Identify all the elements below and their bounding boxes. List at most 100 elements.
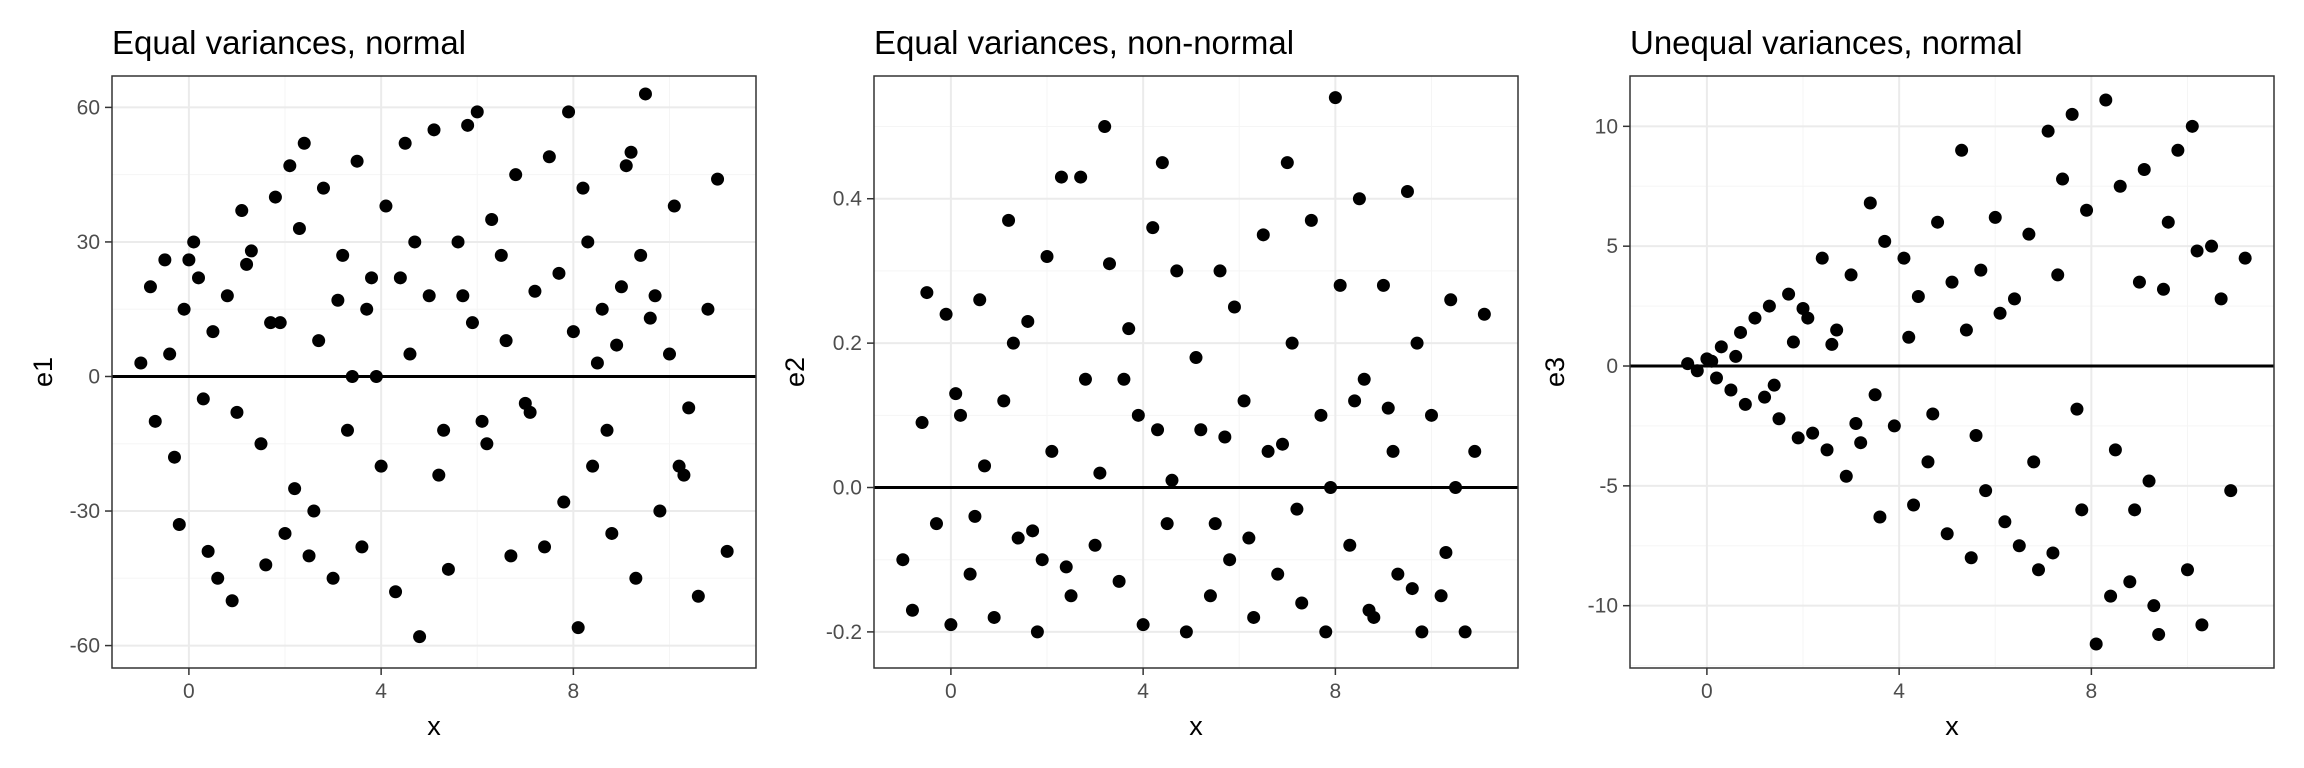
data-point [643, 311, 657, 325]
x-tick-label: 4 [1893, 680, 1905, 703]
data-point [1710, 371, 1724, 385]
data-point [1940, 527, 1954, 541]
data-point [1170, 264, 1184, 278]
data-point [230, 405, 244, 419]
data-point [1295, 596, 1309, 610]
y-axis-title: e3 [1540, 357, 1570, 387]
data-point [1102, 257, 1116, 271]
data-point [379, 199, 393, 213]
panel-1: 0 4 8 -60 -30 0 30 60 Equal variances, normal x e1 [28, 24, 757, 741]
data-point [2104, 589, 2118, 603]
data-point [1030, 625, 1044, 639]
data-point [1160, 517, 1174, 531]
data-point [1806, 426, 1820, 440]
data-point [973, 293, 987, 307]
data-point [1165, 473, 1179, 487]
data-point [1276, 437, 1290, 451]
data-point [427, 123, 441, 137]
data-point [336, 248, 350, 262]
data-point [1040, 249, 1054, 263]
data-point [1887, 419, 1901, 433]
data-point [1998, 515, 2012, 529]
x-axis-title: x [1189, 711, 1203, 741]
data-point [614, 280, 628, 294]
data-point [896, 553, 910, 567]
data-point [1974, 263, 1988, 277]
data-point [1449, 481, 1463, 495]
data-point [475, 414, 489, 428]
data-point [1477, 307, 1491, 321]
data-point [1959, 323, 1973, 337]
y-tick-label: 0.2 [833, 332, 862, 355]
y-tick-label: 0.4 [833, 188, 863, 211]
y-tick-label: -30 [70, 500, 100, 523]
data-point [259, 558, 273, 572]
data-point [374, 459, 388, 473]
y-tick-label: -0.2 [826, 621, 862, 644]
data-point [470, 105, 484, 119]
data-point [1045, 444, 1059, 458]
data-point [1136, 618, 1150, 632]
data-point [413, 630, 427, 644]
data-point [451, 235, 465, 249]
data-point [1791, 431, 1805, 445]
data-point [393, 271, 407, 285]
data-point [244, 244, 258, 258]
data-point [1690, 364, 1704, 378]
data-point [1285, 336, 1299, 350]
data-point [557, 495, 571, 509]
y-tick-label: 0 [1606, 355, 1618, 378]
data-point [720, 544, 734, 558]
data-point [1738, 397, 1752, 411]
y-tick-label: 30 [77, 231, 100, 254]
data-point [504, 549, 518, 563]
data-point [485, 213, 499, 227]
data-point [1256, 228, 1270, 242]
data-point [326, 571, 340, 585]
data-point [1146, 221, 1160, 235]
data-point [1849, 417, 1863, 431]
x-tick-label: 8 [2086, 680, 2098, 703]
data-point [297, 136, 311, 150]
data-point [1772, 412, 1786, 426]
data-point [1151, 423, 1165, 437]
data-point [302, 549, 316, 563]
data-point [408, 235, 422, 249]
data-point [499, 334, 513, 348]
data-point [2195, 618, 2209, 632]
data-point [528, 284, 542, 298]
data-point [1863, 196, 1877, 210]
data-point [134, 356, 148, 370]
data-point [167, 450, 181, 464]
data-point [1424, 408, 1438, 422]
y-tick-label: -60 [70, 635, 100, 658]
data-point [1434, 589, 1448, 603]
data-point [1227, 300, 1241, 314]
data-point [605, 526, 619, 540]
data-point [954, 408, 968, 422]
data-point [1868, 388, 1882, 402]
data-point [1026, 524, 1040, 538]
data-point [2238, 251, 2252, 265]
data-point [1290, 502, 1304, 516]
data-point [701, 302, 715, 316]
data-point [1376, 278, 1390, 292]
data-point [1021, 314, 1035, 328]
data-point [682, 401, 696, 415]
data-point [653, 504, 667, 518]
data-point [595, 302, 609, 316]
data-point [648, 289, 662, 303]
data-point [1993, 306, 2007, 320]
data-point [235, 204, 249, 218]
data-point [345, 369, 359, 383]
data-point [987, 610, 1001, 624]
data-point [1155, 156, 1169, 170]
data-point [667, 199, 681, 213]
data-point [1415, 625, 1429, 639]
data-point [196, 392, 210, 406]
data-point [369, 369, 383, 383]
data-point [624, 145, 638, 159]
data-point [1179, 625, 1193, 639]
data-point [1830, 323, 1844, 337]
data-point [360, 302, 374, 316]
